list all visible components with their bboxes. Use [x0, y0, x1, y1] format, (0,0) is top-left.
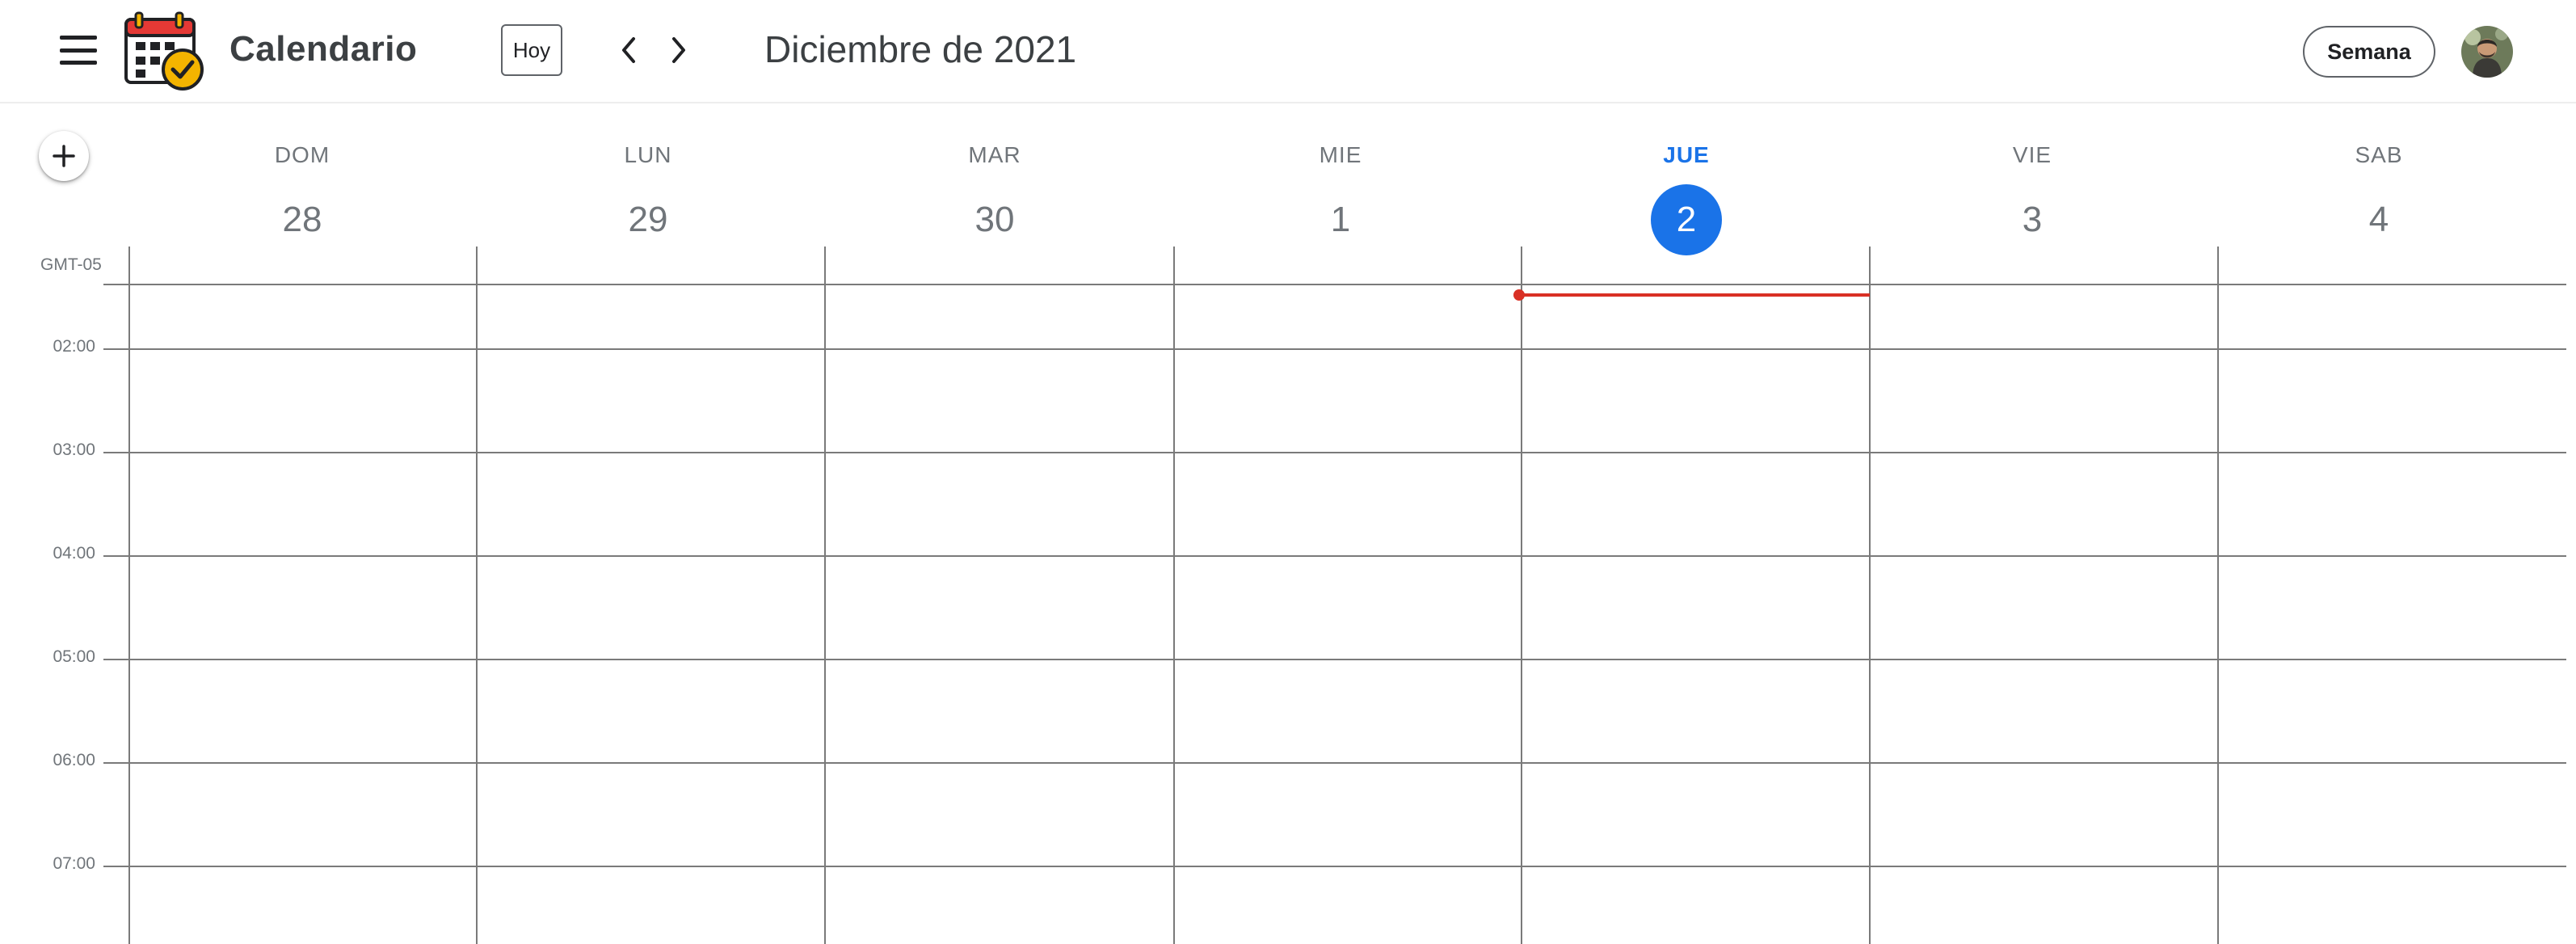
hour-label: 05:00	[53, 647, 95, 666]
hour-label: 06:00	[53, 751, 95, 769]
calendar-check-icon	[123, 11, 205, 92]
day-number[interactable]: 28	[282, 200, 322, 239]
view-selector-button[interactable]: Semana	[2303, 26, 2435, 78]
day-header-3[interactable]: MIE 1	[1167, 142, 1514, 255]
hamburger-menu-icon[interactable]	[60, 36, 97, 65]
current-time-indicator	[1513, 289, 1870, 301]
day-header-6[interactable]: SAB 4	[2205, 142, 2553, 255]
day-header-4-today[interactable]: JUE 2	[1513, 142, 1860, 255]
day-number[interactable]: 4	[2368, 200, 2389, 239]
day-name: SAB	[2355, 142, 2403, 167]
day-number[interactable]: 1	[1330, 200, 1351, 239]
hour-label: 02:00	[53, 337, 95, 356]
day-name: MAR	[968, 142, 1021, 167]
today-button[interactable]: Hoy	[501, 24, 562, 76]
day-name: DOM	[274, 142, 330, 167]
app-title: Calendario	[229, 29, 418, 69]
day-name: JUE	[1663, 142, 1710, 167]
day-header-1[interactable]: LUN 29	[474, 142, 822, 255]
day-name: MIE	[1319, 142, 1362, 167]
day-name: LUN	[624, 142, 672, 167]
user-avatar[interactable]	[2461, 26, 2513, 78]
timezone-label: GMT-05	[40, 255, 102, 274]
day-number-today[interactable]: 2	[1651, 184, 1722, 255]
day-number[interactable]: 29	[628, 200, 668, 239]
day-header-5[interactable]: VIE 3	[1858, 142, 2206, 255]
day-number[interactable]: 30	[974, 200, 1015, 239]
add-event-button[interactable]	[39, 131, 89, 181]
day-name: VIE	[2012, 142, 2052, 167]
current-month-label: Diciembre de 2021	[764, 28, 1077, 70]
chevron-left-icon[interactable]	[612, 31, 645, 70]
top-bar: Calendario Hoy Diciembre de 2021 Semana	[0, 0, 2576, 103]
chevron-right-icon[interactable]	[663, 31, 695, 70]
plus-icon	[53, 145, 75, 167]
hour-label: 03:00	[53, 440, 95, 459]
hour-label: 07:00	[53, 854, 95, 873]
day-header-2[interactable]: MAR 30	[821, 142, 1168, 255]
hour-label: 04:00	[53, 544, 95, 563]
day-number[interactable]: 3	[2022, 200, 2043, 239]
day-header-0[interactable]: DOM 28	[128, 142, 476, 255]
